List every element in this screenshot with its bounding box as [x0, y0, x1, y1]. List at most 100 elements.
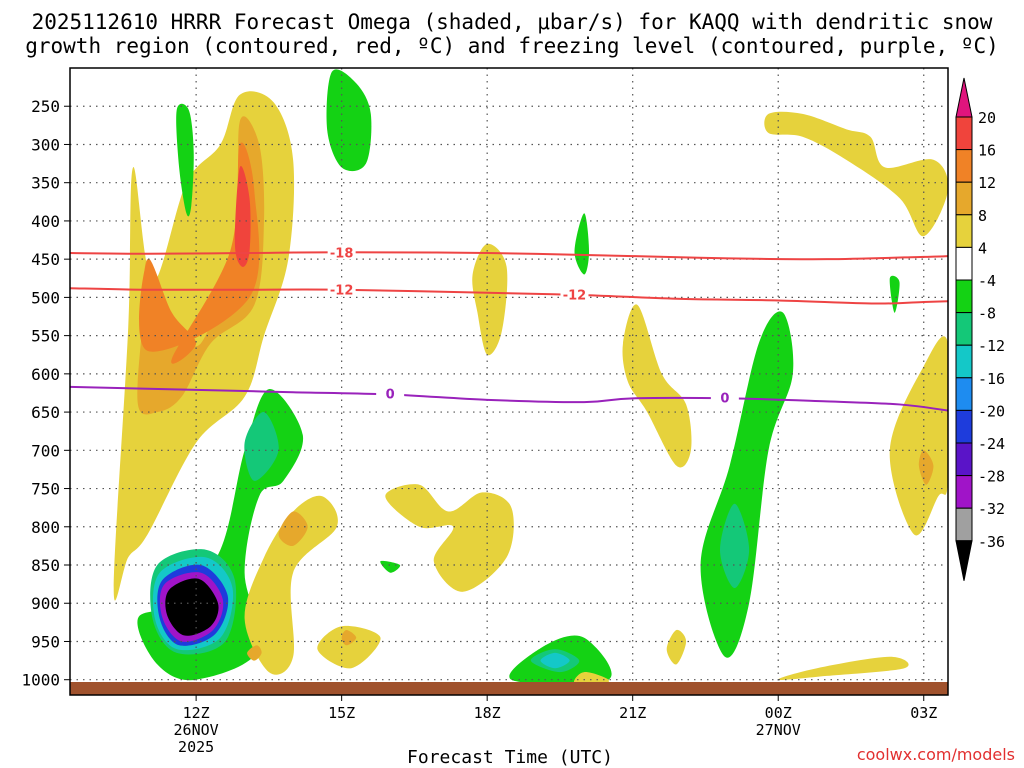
omega-region-15 — [540, 652, 570, 669]
x-tick-label-03Z: 03Z — [910, 704, 937, 722]
colorbar-label-12: -32 — [978, 500, 1005, 518]
isotherm-line-2 — [70, 385, 948, 412]
isotherm-label-bg-2-0 — [376, 385, 405, 401]
colorbar-swatch-12 — [955, 475, 973, 509]
chart-title-line-2: growth region (contoured, red, ºC) and f… — [25, 34, 999, 58]
omega-region-8 — [700, 311, 794, 658]
omega-region-32 — [341, 630, 357, 646]
colorbar-label-4: 4 — [978, 239, 987, 257]
colorbar-swatch-5 — [955, 246, 973, 281]
isotherm-label-bg-1-1 — [560, 286, 589, 302]
y-tick-label-900: 900 — [31, 594, 60, 613]
omega-region-20 — [165, 578, 219, 636]
terrain-band — [70, 682, 948, 695]
y-tick-label-950: 950 — [31, 632, 60, 651]
x-tick-label-18Z: 18Z — [474, 704, 501, 722]
omega-region-13 — [244, 412, 279, 481]
colorbar-swatch-4 — [955, 214, 973, 248]
colorbar-swatch-3 — [955, 181, 973, 216]
isotherm-label-1-0: -12 — [330, 284, 354, 299]
y-tick-label-1000: 1000 — [21, 671, 60, 690]
x-axis-label: Forecast Time (UTC) — [407, 747, 613, 768]
x-tick-label-15Z: 15Z — [328, 704, 355, 722]
y-tick-label-250: 250 — [31, 97, 60, 116]
colorbar-swatch-1 — [955, 116, 973, 151]
colorbar-swatch-13 — [955, 507, 973, 542]
y-tick-label-850: 850 — [31, 556, 60, 575]
omega-region-12 — [720, 503, 750, 588]
colorbar-swatch-11 — [955, 442, 973, 477]
colorbar-swatch-7 — [955, 312, 973, 346]
gridlines — [70, 68, 948, 695]
colorbar-label-1: 16 — [978, 142, 996, 160]
y-tick-label-400: 400 — [31, 212, 60, 231]
omega-shading — [113, 69, 948, 688]
plot-frame — [69, 67, 949, 696]
colorbar-bottom-arrow — [955, 540, 973, 581]
x-tick-label-21Z: 21Z — [619, 704, 646, 722]
credit-text: coolwx.com/models — [857, 745, 1015, 764]
colorbar-label-5: -4 — [978, 272, 996, 290]
colorbar-label-2: 12 — [978, 174, 996, 192]
omega-region-2 — [139, 142, 260, 364]
omega-region-26 — [622, 304, 692, 468]
omega-region-11 — [380, 560, 401, 573]
colorbar-label-11: -28 — [978, 468, 1005, 486]
omega-region-5 — [176, 103, 194, 217]
colorbar-swatch-8 — [955, 344, 973, 379]
colorbar-label-13: -36 — [978, 533, 1005, 551]
temperature-contours: -18 -12 -12 0 0 — [70, 244, 948, 412]
colorbar-label-3: 8 — [978, 207, 987, 225]
y-tick-label-350: 350 — [31, 174, 60, 193]
isotherm-line-0 — [70, 251, 948, 261]
omega-region-29 — [889, 336, 948, 536]
plot-area: -18 -12 -12 0 0 — [69, 67, 949, 696]
colorbar-top-arrow — [955, 77, 973, 118]
omega-region-21 — [244, 495, 338, 675]
omega-region-33 — [247, 645, 262, 661]
x-tick-date-12Z: 26NOV — [174, 721, 219, 739]
isotherm-label-0-0: -18 — [330, 246, 354, 261]
colorbar-label-8: -16 — [978, 370, 1005, 388]
omega-region-22 — [317, 625, 381, 669]
pressure-axis: 250 300 350 400 450 500 550 600 650 700 750 800 850 9… — [21, 97, 70, 690]
y-tick-label-450: 450 — [31, 250, 60, 269]
omega-region-6 — [326, 69, 372, 172]
omega-region-28 — [764, 111, 948, 237]
y-tick-label-500: 500 — [31, 288, 60, 307]
isotherm-label-2-0: 0 — [386, 388, 395, 403]
y-tick-label-300: 300 — [31, 135, 60, 154]
omega-region-31 — [278, 511, 308, 547]
colorbar-swatch-2 — [955, 149, 973, 183]
y-tick-label-700: 700 — [31, 441, 60, 460]
omega-region-34 — [918, 450, 934, 485]
y-tick-label-800: 800 — [31, 518, 60, 537]
x-tick-label-12Z: 12Z — [183, 704, 210, 722]
colorbar: 20 16 12 8 4 -4 -8 -12 -16 -20 -24 -28 -32 -36 — [955, 77, 1005, 581]
x-tick-year-12Z: 2025 — [178, 738, 214, 756]
x-tick-date-00Z: 27NOV — [756, 721, 801, 739]
y-tick-label-750: 750 — [31, 480, 60, 499]
y-tick-label-550: 550 — [31, 327, 60, 346]
omega-region-24 — [472, 243, 508, 356]
isotherm-label-1-1: -12 — [563, 288, 587, 303]
colorbar-label-7: -12 — [978, 337, 1005, 355]
colorbar-label-6: -8 — [978, 305, 996, 323]
colorbar-swatch-10 — [955, 409, 973, 444]
isotherm-label-bg-1-0 — [327, 281, 356, 297]
colorbar-swatch-9 — [955, 377, 973, 411]
y-tick-label-650: 650 — [31, 403, 60, 422]
chart-title-line-1: 2025112610 HRRR Forecast Omega (shaded, … — [32, 10, 993, 34]
colorbar-label-10: -24 — [978, 435, 1005, 453]
colorbar-label-0: 20 — [978, 109, 996, 127]
colorbar-label-9: -20 — [978, 402, 1005, 420]
isotherm-label-bg-0-0 — [327, 244, 356, 260]
omega-region-27 — [666, 629, 687, 665]
isotherm-label-bg-2-1 — [710, 389, 739, 405]
omega-region-30 — [778, 656, 909, 681]
x-tick-label-00Z: 00Z — [765, 704, 792, 722]
isotherm-label-2-1: 0 — [720, 392, 729, 407]
colorbar-swatch-6 — [955, 279, 973, 314]
